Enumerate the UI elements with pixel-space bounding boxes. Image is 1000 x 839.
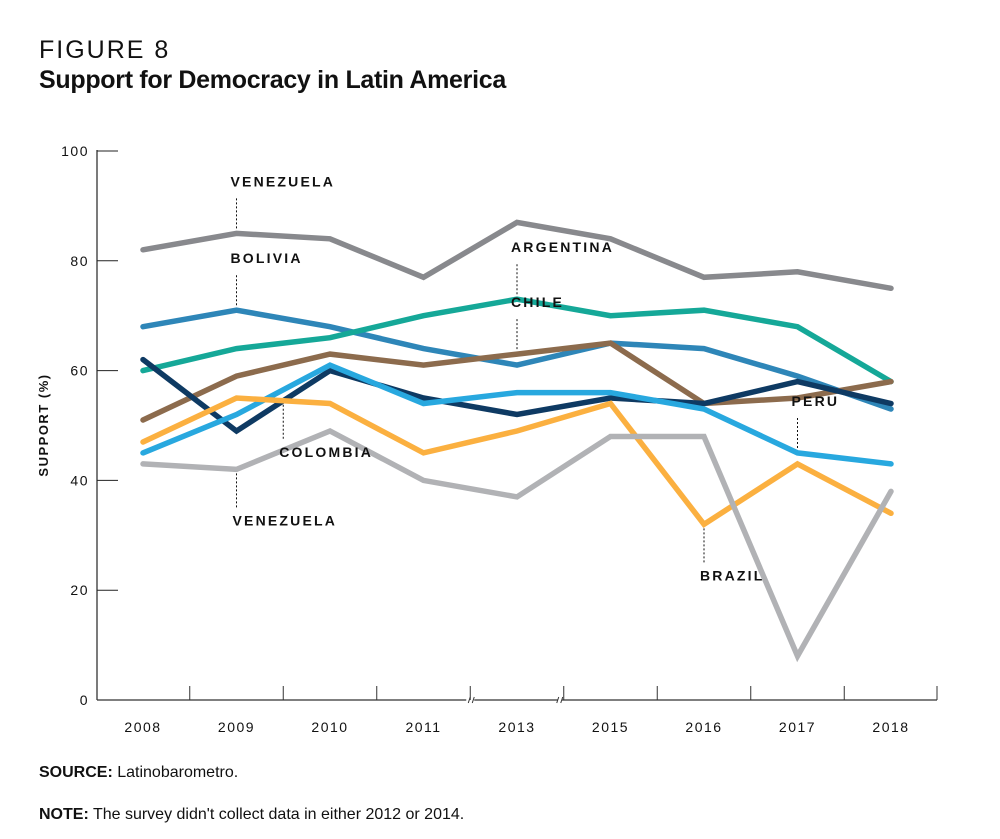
series-line-venezuela-2 xyxy=(140,427,894,663)
x-tick-label: 2013 xyxy=(498,719,535,735)
series-label-peru: PERU xyxy=(792,393,840,409)
figure-number: FIGURE 8 xyxy=(39,36,171,64)
series-labels: VENEZUELA BOLIVIA ARGENTINA CHILE COLOMBIA PE… xyxy=(231,173,840,583)
x-tick-label: 2018 xyxy=(872,719,909,735)
series-line-bolivia xyxy=(140,307,894,412)
note-label: NOTE: xyxy=(39,806,89,823)
x-tick-label: 2017 xyxy=(779,719,816,735)
x-tick-label: 2010 xyxy=(311,719,348,735)
series-label-venezuela-2: VENEZUELA xyxy=(233,512,338,528)
y-tick-label: 40 xyxy=(70,472,89,488)
y-tick-label: 20 xyxy=(70,582,89,598)
y-tick-label: 100 xyxy=(61,143,89,159)
series-line-venezuela xyxy=(140,219,894,292)
chart-title: Support for Democracy in Latin America xyxy=(39,66,506,94)
axes: 0 20 40 60 80 100 2008 2009 2010 2011 2013 2015 2016… xyxy=(61,143,938,735)
source-text: Latinobarometro. xyxy=(112,764,239,781)
source-note: SOURCE: Latinobarometro. xyxy=(39,764,238,782)
axis-break-mark xyxy=(560,696,564,704)
note-text: The survey didn't collect data in either… xyxy=(88,806,465,823)
source-label: SOURCE: xyxy=(39,764,113,781)
footnote: NOTE: The survey didn't collect data in … xyxy=(39,806,464,824)
series-label-chile: CHILE xyxy=(511,294,564,310)
series-label-argentina: ARGENTINA xyxy=(511,239,614,255)
axis-break-mark xyxy=(556,696,560,704)
x-tick-label: 2016 xyxy=(685,719,722,735)
series-lines xyxy=(140,219,894,663)
series-label-brazil: BRAZIL xyxy=(700,567,765,583)
x-tick-label: 2011 xyxy=(405,719,441,735)
y-tick-label: 60 xyxy=(70,363,89,379)
y-tick-label: 80 xyxy=(70,253,89,269)
y-tick-label: 0 xyxy=(80,692,89,708)
x-tick-label: 2009 xyxy=(218,719,255,735)
series-label-venezuela: VENEZUELA xyxy=(231,173,336,189)
x-tick-label: 2008 xyxy=(124,719,161,735)
series-line-colombia xyxy=(140,356,894,435)
series-line-chile xyxy=(140,340,894,423)
y-axis-title: SUPPORT (%) xyxy=(36,373,51,476)
series-line-brazil xyxy=(140,395,894,528)
line-chart: 0 20 40 60 80 100 2008 2009 2010 2011 2013 2015 2016… xyxy=(36,143,938,735)
series-label-bolivia: BOLIVIA xyxy=(231,250,303,266)
x-tick-label: 2015 xyxy=(592,719,629,735)
axis-break-mark xyxy=(471,696,475,704)
series-label-colombia: COLOMBIA xyxy=(279,444,373,460)
series-line-argentina xyxy=(140,296,894,385)
